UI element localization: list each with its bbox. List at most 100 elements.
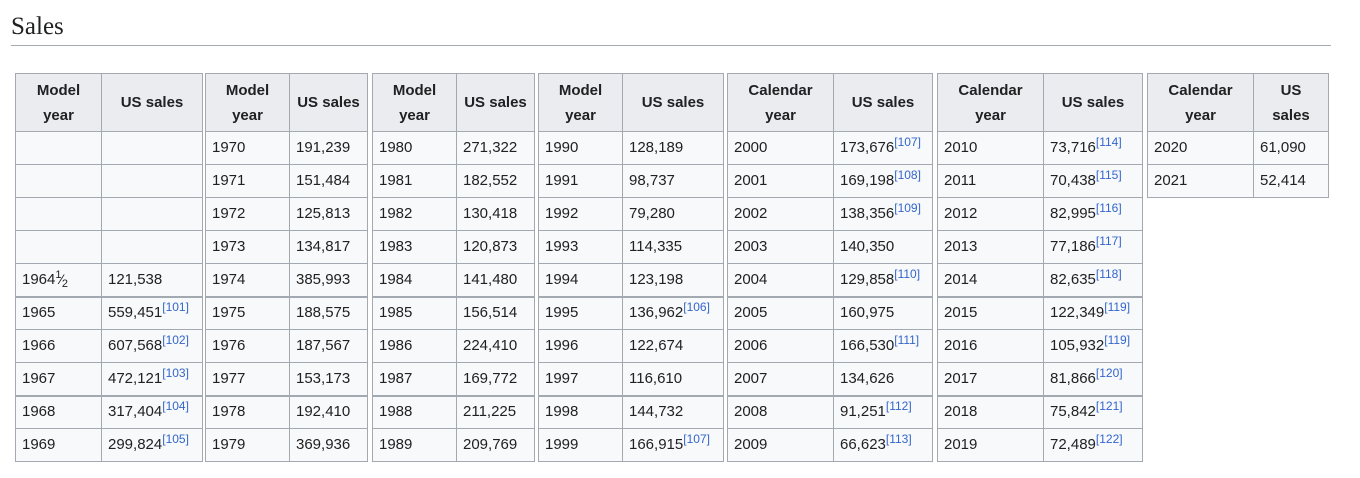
citation-link[interactable]: [119] — [1104, 300, 1131, 315]
sales-value: 116,610 — [629, 369, 683, 387]
citation-link[interactable]: [118] — [1095, 266, 1122, 281]
year-value: 1993 — [545, 238, 579, 255]
table-row: 2016 105,932[119] — [937, 329, 1143, 363]
sales-cell: 72,489[122] — [1043, 428, 1143, 462]
year-value: 1989 — [379, 436, 413, 453]
year-cell: 1971 — [205, 164, 290, 198]
year-cell: 2003 — [727, 230, 834, 264]
year-cell: 1987 — [372, 362, 457, 396]
sales-value: 122,674 — [629, 337, 684, 354]
sales-cell: 70,438[115] — [1043, 164, 1143, 198]
sales-value: 136,962 — [629, 304, 684, 322]
citation-link[interactable]: [104] — [162, 399, 189, 414]
year-value: 1973 — [212, 238, 246, 255]
table-row: 1996 122,674 — [538, 329, 724, 363]
sales-cell: 160,975 — [833, 295, 933, 330]
year-value: 1966 — [22, 337, 56, 354]
table-row: 1988 211,225 — [372, 394, 535, 429]
citation-link[interactable]: [121] — [1095, 399, 1123, 414]
year-value: 1965 — [22, 304, 56, 322]
citation-link[interactable]: [110] — [894, 266, 921, 281]
table-row: 1999 166,915[107] — [538, 428, 724, 462]
year-value: 2019 — [944, 436, 978, 453]
year-cell: 1991 — [538, 164, 623, 198]
year-value: 1977 — [212, 369, 246, 387]
sales-value: 141,480 — [463, 270, 518, 288]
sales-value: 123,198 — [629, 270, 684, 288]
citation-link[interactable]: [117] — [1095, 234, 1122, 248]
year-cell: 1972 — [205, 197, 290, 231]
citation-link[interactable]: [112] — [885, 399, 912, 414]
citation-link[interactable]: [116] — [1095, 201, 1122, 215]
citation-link[interactable]: [107] — [683, 432, 710, 446]
sales-cell: 81,866[120] — [1043, 362, 1143, 396]
sales-cell: 156,514 — [456, 295, 535, 330]
sales-cell: 166,915[107] — [622, 428, 724, 462]
year-cell: 1965 — [15, 295, 102, 330]
table-row: 2002 138,356[109] — [727, 197, 933, 231]
citation-link[interactable]: [107] — [894, 135, 921, 149]
sales-cell: 151,484 — [289, 164, 368, 198]
table-row: 1973 134,817 — [205, 230, 368, 264]
sales-cell: 188,575 — [289, 295, 368, 330]
sales-value: 472,121 — [108, 369, 163, 387]
year-cell: 1981 — [372, 164, 457, 198]
fraction-den: 2 — [61, 278, 68, 291]
table-row — [15, 230, 203, 264]
table-row — [15, 131, 203, 165]
table-row: 1983 120,873 — [372, 230, 535, 264]
sales-cell: 138,356[109] — [833, 197, 933, 231]
table-row: 1970 191,239 — [205, 131, 368, 165]
year-value: 1986 — [379, 337, 413, 354]
citation-link[interactable]: [120] — [1095, 365, 1123, 380]
year-cell: 1977 — [205, 362, 290, 396]
year-value: 2013 — [944, 238, 978, 255]
citation-link[interactable]: [105] — [162, 432, 189, 446]
year-value: 2006 — [734, 337, 768, 354]
citation-link[interactable]: [106] — [683, 300, 710, 315]
sales-cell — [101, 131, 203, 165]
table-row: 1984 141,480 — [372, 263, 535, 297]
year-value: 2001 — [734, 172, 768, 189]
year-cell: 2019 — [937, 428, 1044, 462]
sales-value: 91,251 — [840, 403, 886, 421]
year-value: 2012 — [944, 205, 978, 222]
sales-value: 369,936 — [296, 436, 351, 453]
citation-link[interactable]: [102] — [162, 333, 189, 347]
citation-link[interactable]: [119] — [1104, 333, 1131, 347]
table-row: 1994 123,198 — [538, 263, 724, 297]
year-cell: 2020 — [1147, 131, 1254, 165]
table-row: 1979 369,936 — [205, 428, 368, 462]
table-row: 2010 73,716[114] — [937, 131, 1143, 165]
citation-link[interactable]: [113] — [885, 432, 912, 446]
citation-link[interactable]: [109] — [894, 201, 921, 215]
table-row: 2015 122,349[119] — [937, 295, 1143, 330]
sales-cell: 91,251[112] — [833, 394, 933, 429]
table-row — [15, 197, 203, 231]
citation-link[interactable]: [103] — [162, 365, 189, 380]
year-value: 2004 — [734, 270, 768, 288]
year-cell: 2012 — [937, 197, 1044, 231]
sales-value: 182,552 — [463, 172, 518, 189]
sales-value: 82,995 — [1050, 205, 1096, 222]
table-row: 1980 271,322 — [372, 131, 535, 165]
sales-value: 156,514 — [463, 304, 518, 322]
sales-value: 211,225 — [463, 403, 517, 421]
sales-table-7: Calendar year US sales 2020 61,090 2021 52,41… — [1147, 73, 1329, 198]
sales-cell: 191,239 — [289, 131, 368, 165]
citation-link[interactable]: [122] — [1095, 432, 1123, 446]
sales-value: 77,186 — [1050, 238, 1096, 255]
sales-value: 72,489 — [1050, 436, 1096, 453]
sales-value: 134,817 — [296, 238, 351, 255]
sales-cell: 77,186[117] — [1043, 230, 1143, 264]
year-cell: 1970 — [205, 131, 290, 165]
citation-link[interactable]: [111] — [894, 333, 920, 347]
citation-link[interactable]: [114] — [1095, 135, 1122, 149]
sales-cell: 153,173 — [289, 362, 368, 396]
citation-link[interactable]: [101] — [162, 300, 189, 315]
sales-cell: 129,858[110] — [833, 263, 933, 297]
sales-cell: 116,610 — [622, 362, 724, 396]
citation-link[interactable]: [115] — [1095, 168, 1122, 182]
citation-link[interactable]: [108] — [894, 168, 921, 182]
year-value: 1970 — [212, 139, 246, 156]
